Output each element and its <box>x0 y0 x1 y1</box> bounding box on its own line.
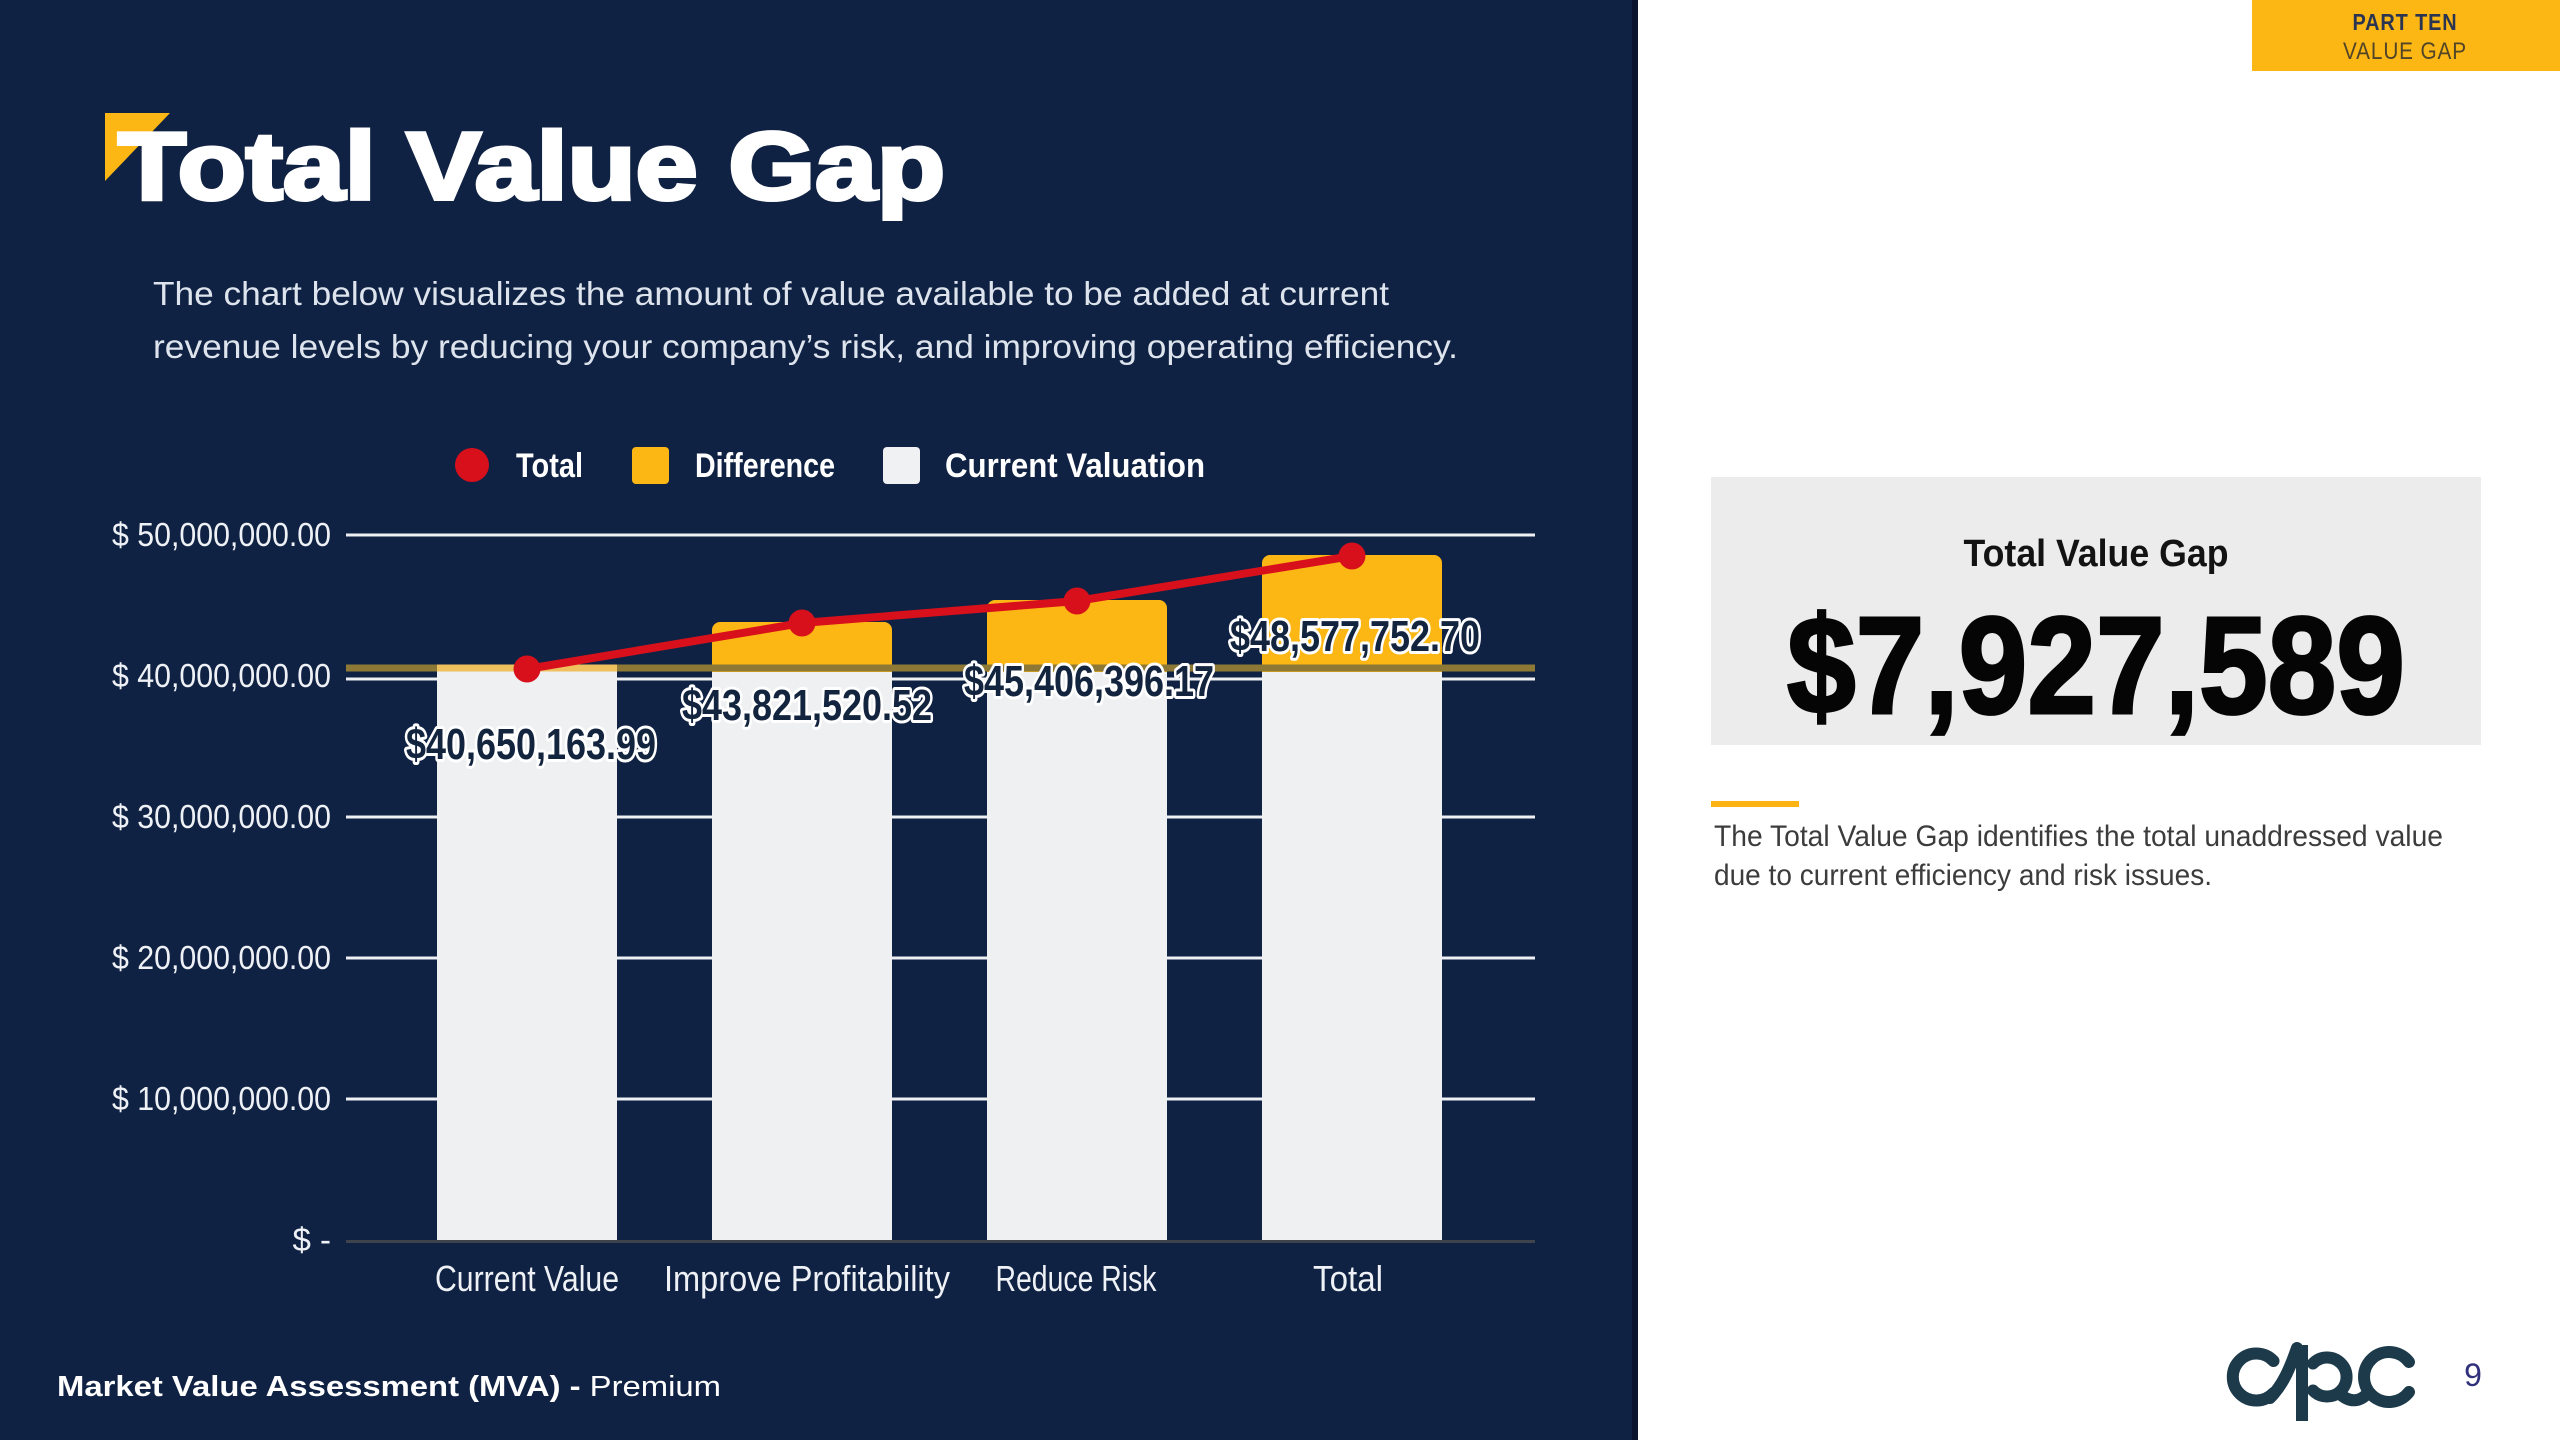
svg-text:Current Value: Current Value <box>435 1258 619 1299</box>
svg-text:Total Value Gap: Total Value Gap <box>118 113 945 220</box>
svg-text:$ 20,000,000.00: $ 20,000,000.00 <box>112 939 331 976</box>
svg-text:$ 40,000,000.00: $ 40,000,000.00 <box>112 657 331 694</box>
svg-text:$40,650,163.99: $40,650,163.99 <box>406 720 656 769</box>
svg-text:$7,927,589: $7,927,589 <box>1787 589 2405 743</box>
svg-text:$45,406,396.17: $45,406,396.17 <box>964 657 1214 706</box>
svg-text:Market Value Assessment (MVA): Market Value Assessment (MVA) - Premium <box>57 1371 721 1403</box>
svg-text:$43,821,520.52: $43,821,520.52 <box>682 681 932 730</box>
svg-text:due to current efficiency and: due to current efficiency and risk issue… <box>1714 859 2212 892</box>
svg-text:Total: Total <box>1313 1258 1383 1299</box>
svg-text:$ 50,000,000.00: $ 50,000,000.00 <box>112 516 331 553</box>
svg-text:PART TEN: PART TEN <box>2353 9 2458 35</box>
svg-text:Improve Profitability: Improve Profitability <box>664 1258 950 1299</box>
svg-text:$ -: $ - <box>292 1221 331 1258</box>
svg-text:$ 30,000,000.00: $ 30,000,000.00 <box>112 798 331 835</box>
svg-text:9: 9 <box>2464 1357 2482 1393</box>
svg-text:Total: Total <box>516 447 583 485</box>
svg-text:$ 10,000,000.00: $ 10,000,000.00 <box>112 1080 331 1117</box>
svg-text:Difference: Difference <box>695 447 835 485</box>
svg-text:VALUE GAP: VALUE GAP <box>2343 38 2467 65</box>
svg-text:revenue levels by reducing you: revenue levels by reducing your company’… <box>153 328 1458 365</box>
svg-text:Reduce Risk: Reduce Risk <box>996 1258 1158 1299</box>
svg-text:Current Valuation: Current Valuation <box>945 447 1205 485</box>
svg-text:Total Value Gap: Total Value Gap <box>1964 533 2229 575</box>
svg-text:$48,577,752.70: $48,577,752.70 <box>1230 612 1480 661</box>
svg-text:The Total Value Gap identifies: The Total Value Gap identifies the total… <box>1714 820 2443 853</box>
svg-text:The chart below visualizes the: The chart below visualizes the amount of… <box>153 275 1389 312</box>
